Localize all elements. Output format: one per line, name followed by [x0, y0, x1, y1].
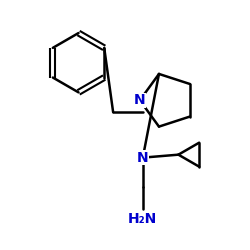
Text: N: N	[134, 93, 146, 107]
Text: N: N	[137, 151, 148, 165]
Text: H₂N: H₂N	[128, 212, 158, 226]
